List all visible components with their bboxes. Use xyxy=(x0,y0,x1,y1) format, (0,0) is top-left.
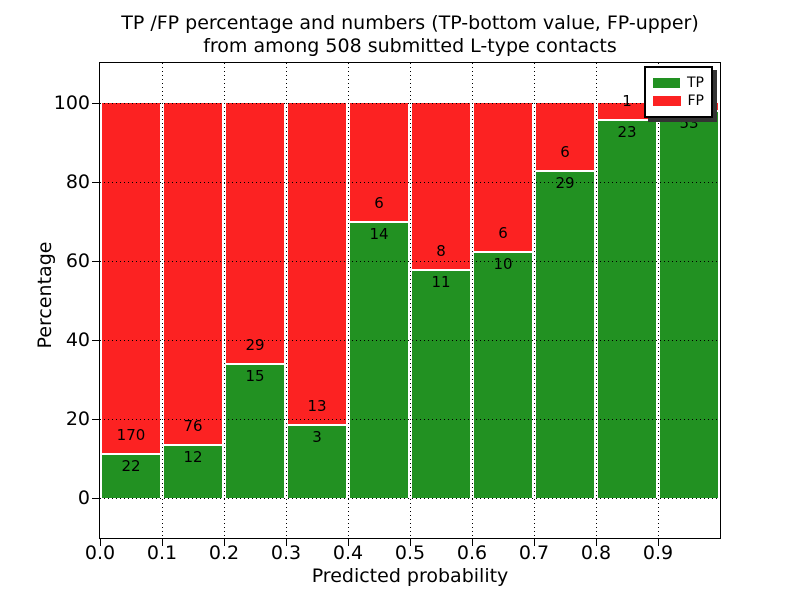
x-tick-label: 0.9 xyxy=(642,542,674,564)
tp-count-label: 22 xyxy=(121,457,141,476)
legend-item-tp: TP xyxy=(653,75,704,91)
vertical-gridline xyxy=(658,63,659,538)
tp-count-label: 3 xyxy=(312,428,322,447)
chart-title-line1: TP /FP percentage and numbers (TP-bottom… xyxy=(121,12,699,34)
bar-segment-fp xyxy=(102,102,160,454)
x-tick-label: 0.2 xyxy=(208,542,240,564)
x-tick-label: 0.8 xyxy=(580,542,612,564)
vertical-gridline xyxy=(162,63,163,538)
fp-swatch-icon xyxy=(653,96,681,106)
y-tick-label: 20 xyxy=(65,408,90,431)
bar-segment-fp xyxy=(474,102,532,252)
x-tick-label: 0.7 xyxy=(518,542,550,564)
legend-item-fp: FP xyxy=(653,93,704,109)
vertical-gridline xyxy=(224,63,225,538)
x-axis-label: Predicted probability xyxy=(311,565,509,587)
tp-count-label: 23 xyxy=(617,123,637,142)
y-tick-label: 40 xyxy=(65,329,90,352)
vertical-gridline xyxy=(596,63,597,538)
x-tick-label: 0.4 xyxy=(332,542,364,564)
tp-count-label: 12 xyxy=(183,448,203,467)
x-tick-mark xyxy=(224,539,225,546)
x-tick-label: 0.1 xyxy=(146,542,178,564)
bar-segment-tp xyxy=(536,170,594,499)
x-tick-mark xyxy=(286,539,287,546)
fp-count-label: 76 xyxy=(183,417,203,436)
bar-segment-fp xyxy=(536,102,594,171)
tp-count-label: 14 xyxy=(369,225,389,244)
tp-count-label: 10 xyxy=(493,255,513,274)
bar-segment-fp xyxy=(164,102,222,445)
x-tick-mark xyxy=(534,539,535,546)
fp-count-label: 29 xyxy=(245,336,265,355)
x-tick-label: 0.5 xyxy=(394,542,426,564)
horizontal-gridline xyxy=(100,498,720,500)
y-tick-mark xyxy=(92,181,99,183)
fp-count-label: 170 xyxy=(116,426,146,445)
vertical-gridline xyxy=(472,63,473,538)
y-tick-mark xyxy=(92,102,99,104)
y-tick-label: 0 xyxy=(77,487,90,510)
fp-count-label: 6 xyxy=(374,194,384,213)
horizontal-gridline xyxy=(100,419,720,421)
vertical-gridline xyxy=(348,63,349,538)
fp-count-label: 13 xyxy=(307,397,327,416)
x-tick-label: 0.0 xyxy=(84,542,116,564)
x-tick-mark xyxy=(348,539,349,546)
tp-swatch-icon xyxy=(653,78,680,88)
y-tick-mark xyxy=(92,260,99,262)
y-tick-label: 80 xyxy=(65,170,90,193)
legend: TP FP xyxy=(644,66,713,118)
bar-segment-tp xyxy=(660,109,718,499)
y-tick-label: 60 xyxy=(65,249,90,272)
x-tick-mark xyxy=(410,539,411,546)
tp-count-label: 15 xyxy=(245,367,265,386)
horizontal-gridline xyxy=(100,340,720,342)
tp-count-label: 11 xyxy=(431,273,451,292)
x-tick-label: 0.3 xyxy=(270,542,302,564)
y-tick-mark xyxy=(92,419,99,421)
bar-segment-tp xyxy=(412,269,470,499)
bar-segment-fp xyxy=(288,102,346,425)
bar-segment-fp xyxy=(226,102,284,364)
fp-count-label: 6 xyxy=(498,224,508,243)
x-tick-mark xyxy=(100,539,101,546)
bar-segment-fp xyxy=(598,102,656,120)
legend-label-tp: TP xyxy=(687,75,704,91)
plot-area: 1702276122915133614811610629123153 xyxy=(99,62,721,539)
y-tick-label: 100 xyxy=(53,91,90,114)
horizontal-gridline xyxy=(100,181,720,183)
x-tick-mark xyxy=(162,539,163,546)
bar-segment-tp xyxy=(350,221,408,499)
tp-count-label: 53 xyxy=(679,113,699,132)
bar-segment-tp xyxy=(102,453,160,499)
bar-segment-tp xyxy=(226,363,284,499)
fp-count-label: 6 xyxy=(560,143,570,162)
vertical-gridline xyxy=(410,63,411,538)
vertical-gridline xyxy=(534,63,535,538)
x-tick-mark xyxy=(472,539,473,546)
x-tick-mark xyxy=(658,539,659,546)
bar-segment-tp xyxy=(288,424,346,499)
y-tick-mark xyxy=(92,340,99,342)
fp-count-label: 8 xyxy=(436,242,446,261)
horizontal-gridline xyxy=(100,260,720,262)
chart-title-line2: from among 508 submitted L-type contacts xyxy=(203,35,617,57)
vertical-gridline xyxy=(286,63,287,538)
bar-segment-fp xyxy=(350,102,408,222)
fp-count-label: 1 xyxy=(622,92,632,111)
y-tick-mark xyxy=(92,498,99,500)
x-tick-label: 0.6 xyxy=(456,542,488,564)
bar-segment-tp xyxy=(164,444,222,499)
legend-label-fp: FP xyxy=(687,93,705,109)
tp-count-label: 29 xyxy=(555,174,575,193)
bar-segment-tp xyxy=(474,251,532,499)
x-tick-mark xyxy=(596,539,597,546)
chart-title: TP /FP percentage and numbers (TP-bottom… xyxy=(100,12,720,58)
bar-segment-fp xyxy=(412,102,470,270)
horizontal-gridline xyxy=(100,102,720,104)
bar-segment-tp xyxy=(598,119,656,499)
